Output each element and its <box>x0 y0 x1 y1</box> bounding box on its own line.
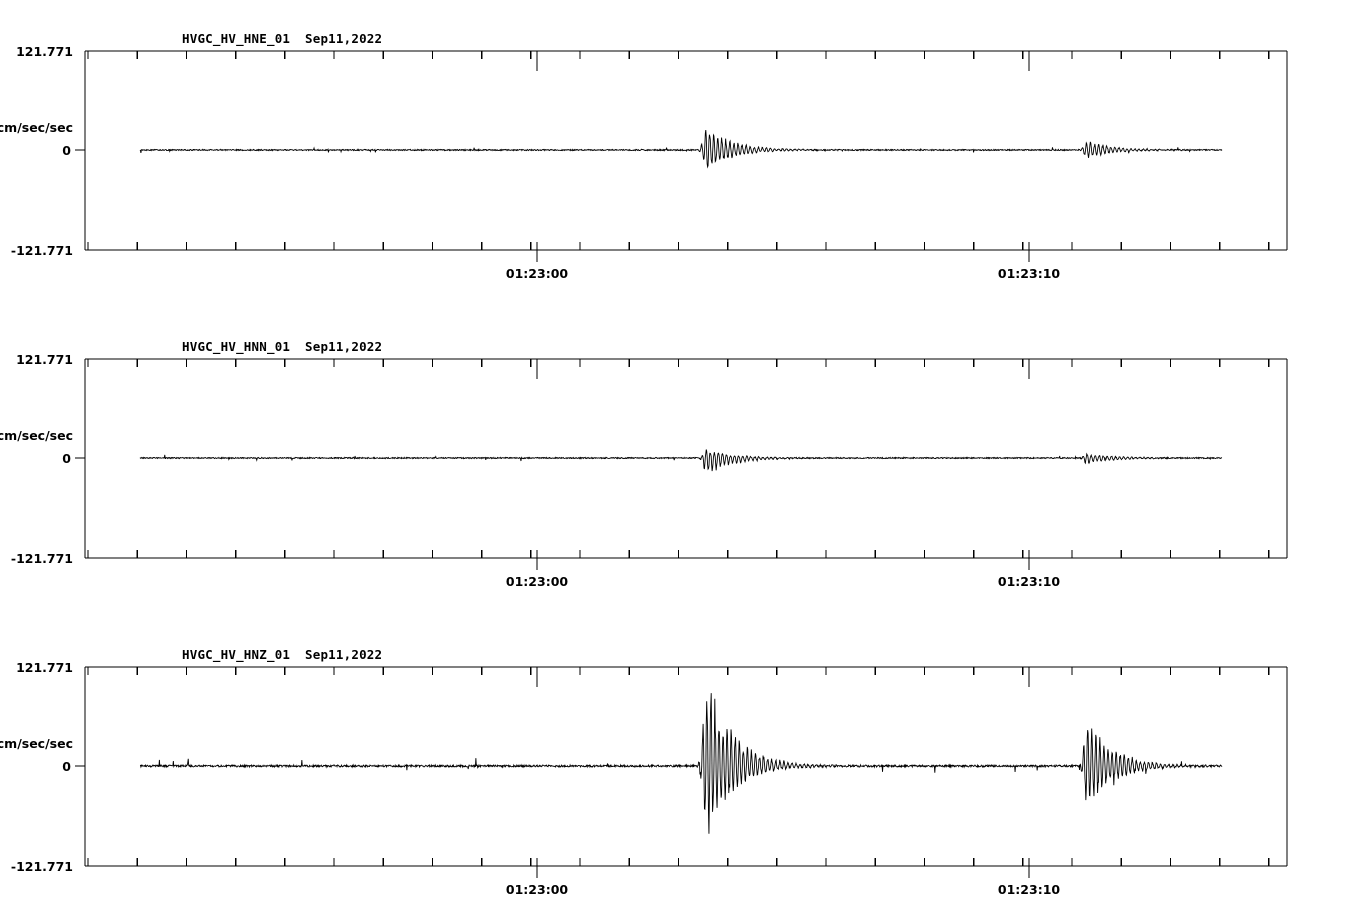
x-axis-tick-label: 01:23:00 <box>506 882 568 897</box>
y-axis-zero-label: 0 <box>62 143 71 158</box>
x-axis-tick-label: 01:23:10 <box>998 266 1060 281</box>
x-axis-tick-label: 01:23:10 <box>998 574 1060 589</box>
y-axis-unit-label: cm/sec/sec <box>0 428 73 443</box>
plot-area-hne: 01:23:00 01:23:10 121.771 0 -121.771 cm/sec/s… <box>0 31 1288 281</box>
y-axis-min-label: -121.771 <box>11 243 73 258</box>
y-axis-zero-label: 0 <box>62 451 71 466</box>
x-tick-marks <box>87 51 1270 262</box>
trace-date-label: Sep11,2022 <box>305 31 382 46</box>
x-tick-marks <box>87 359 1270 570</box>
waveform-trace <box>139 129 1223 169</box>
x-axis-tick-label: 01:23:10 <box>998 882 1060 897</box>
y-axis-zero-label: 0 <box>62 759 71 774</box>
y-axis-max-label: 121.771 <box>16 44 73 59</box>
y-axis-unit-label: cm/sec/sec <box>0 120 73 135</box>
waveform-trace <box>139 449 1223 472</box>
x-axis-tick-label: 01:23:00 <box>506 266 568 281</box>
y-axis-max-label: 121.771 <box>16 352 73 367</box>
trace-station-label: HVGC_HV_HNN_01 <box>182 339 290 355</box>
seismogram-panel-hne: 01:23:00 01:23:10 121.771 0 -121.771 cm/sec/s… <box>0 0 1358 308</box>
seismogram-panel-hnn: 01:23:00 01:23:10 121.771 0 -121.771 cm/sec/s… <box>0 308 1358 616</box>
trace-date-label: Sep11,2022 <box>305 339 382 354</box>
trace-station-label: HVGC_HV_HNE_01 <box>182 31 290 47</box>
y-axis-min-label: -121.771 <box>11 551 73 566</box>
trace-station-label: HVGC_HV_HNZ_01 <box>182 647 290 663</box>
x-tick-marks <box>87 667 1270 878</box>
y-axis-unit-label: cm/sec/sec <box>0 736 73 751</box>
y-axis-min-label: -121.771 <box>11 859 73 874</box>
seismogram-panel-hnz: 01:23:00 01:23:10 121.771 0 -121.771 cm/sec/s… <box>0 616 1358 924</box>
x-axis-tick-label: 01:23:00 <box>506 574 568 589</box>
plot-area-hnz: 01:23:00 01:23:10 121.771 0 -121.771 cm/sec/s… <box>0 647 1288 897</box>
y-axis-max-label: 121.771 <box>16 660 73 675</box>
waveform-trace <box>139 693 1223 834</box>
trace-date-label: Sep11,2022 <box>305 647 382 662</box>
plot-area-hnn: 01:23:00 01:23:10 121.771 0 -121.771 cm/sec/s… <box>0 339 1288 589</box>
